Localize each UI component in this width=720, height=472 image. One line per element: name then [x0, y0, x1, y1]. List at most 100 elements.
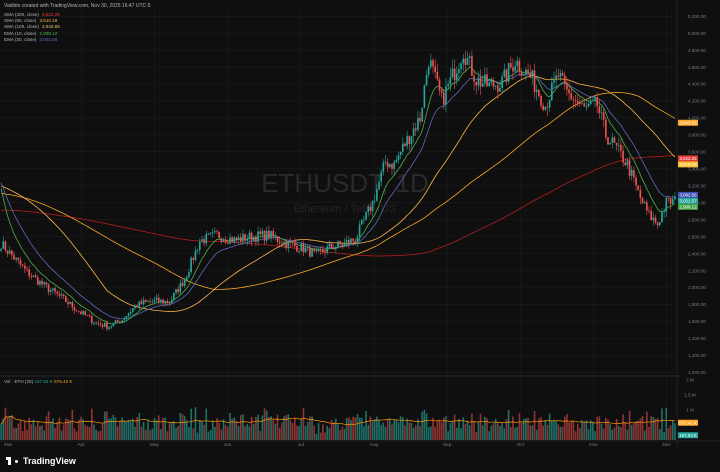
candle-body — [302, 243, 305, 253]
price-tick-label: 1,000.00 — [688, 370, 706, 375]
candle-body — [341, 244, 344, 246]
price-tick-label: 4,400.00 — [688, 82, 706, 87]
candle-body — [628, 160, 631, 176]
legend-row-sma50[interactable]: SMA (50, close) 3,510.18 — [4, 18, 58, 24]
volume-bar — [32, 419, 35, 440]
candle-body — [97, 322, 100, 324]
volume-bar — [164, 417, 167, 440]
volume-bar — [553, 419, 555, 440]
volume-bar — [443, 417, 445, 440]
volume-axis[interactable]: 2 M 1.5 M 1 M — [684, 378, 696, 413]
candle-body — [116, 320, 119, 322]
candle-body — [529, 73, 532, 78]
legend-row-ema10[interactable]: EMA (10, close) 2,998.12 — [4, 30, 58, 36]
time-tick-label: Jul — [298, 442, 304, 448]
price-label-text: 3,522.25 — [679, 156, 697, 161]
volume-bar — [624, 422, 627, 440]
volume-bar — [607, 419, 609, 440]
time-tick-label: Mar — [4, 442, 13, 448]
volume-bar — [436, 420, 439, 440]
volume-bar — [497, 423, 499, 440]
legend-row-ema20[interactable]: EMA (20, close) 3,092.56 — [4, 36, 58, 42]
volume-bar — [97, 431, 100, 440]
candle-body — [401, 143, 404, 152]
volume-bar — [276, 414, 279, 440]
candle-body — [404, 143, 406, 147]
volume-bar — [188, 427, 190, 440]
volume-bars — [0, 407, 676, 440]
legend-value: 3,943.65 — [41, 24, 60, 30]
volume-bar — [406, 418, 408, 440]
candle-body — [669, 198, 672, 204]
candle-body — [15, 257, 18, 260]
volume-bar — [73, 428, 76, 440]
candle-body — [138, 301, 141, 308]
candle-body — [335, 246, 337, 250]
time-tick-label: Jun — [224, 442, 232, 448]
candle-body — [481, 83, 484, 87]
volume-bar — [315, 433, 318, 440]
candle-body — [71, 301, 74, 308]
candle-body — [471, 56, 473, 76]
candle-body — [222, 239, 225, 242]
candle-body — [326, 246, 329, 253]
candle-body — [250, 232, 253, 241]
volume-bar — [127, 419, 130, 440]
volume-bar — [637, 420, 640, 440]
volume-bar — [268, 417, 270, 440]
candle-body — [376, 189, 378, 201]
candle-body — [123, 318, 126, 321]
volume-bar — [615, 418, 618, 440]
price-tick-label: 2,200.00 — [688, 268, 706, 273]
volume-bar — [144, 429, 147, 440]
candle-body — [393, 162, 395, 169]
candle-body — [363, 219, 365, 221]
candle-body — [399, 151, 402, 156]
volume-bar — [622, 414, 624, 440]
legend-row-sma200[interactable]: SMA (200, close) 3,522.25 — [4, 12, 60, 17]
time-axis[interactable]: Mar Apr May Jun Jul Aug Sep Oct Nov Dec — [0, 440, 720, 448]
volume-bar — [110, 418, 113, 440]
volume-bar — [239, 415, 242, 440]
candle-body — [43, 282, 46, 285]
candle-body — [285, 241, 287, 249]
volume-bar — [65, 418, 67, 440]
volume-bar — [205, 408, 208, 440]
candle-body — [224, 239, 227, 243]
candle-body — [369, 206, 372, 212]
candle-body — [654, 217, 657, 223]
legend-row-sma100[interactable]: SMA (100, close) 3,943.65 — [4, 24, 60, 30]
volume-bar — [41, 425, 43, 440]
candle-body — [613, 137, 616, 143]
volume-bar — [90, 408, 93, 440]
candle-body — [473, 75, 475, 82]
volume-bar — [559, 427, 562, 440]
candle-body — [129, 311, 132, 314]
volume-bar — [589, 420, 592, 440]
volume-bar — [423, 409, 426, 440]
price-tick-label: 2,800.00 — [688, 217, 706, 222]
volume-bar — [142, 421, 145, 440]
candle-body — [99, 323, 102, 325]
volume-bar — [404, 425, 406, 440]
candle-body — [617, 144, 620, 146]
candle-body — [602, 112, 605, 120]
candle-body — [309, 246, 311, 257]
volume-label-text: 575.42 K — [679, 420, 697, 425]
volume-bar — [119, 421, 121, 440]
sma200-path — [1, 154, 675, 257]
candle-body — [160, 299, 162, 303]
candle-body — [265, 230, 268, 241]
volume-legend[interactable]: Vol · ETH (20) 157.53 K 575.42 K — [4, 379, 73, 384]
volume-bar — [462, 417, 465, 440]
tradingview-logo[interactable]: TradingView — [6, 456, 76, 466]
volume-bar — [581, 420, 583, 440]
candle-body — [26, 268, 28, 270]
candles — [0, 50, 676, 331]
candle-body — [579, 103, 581, 105]
candle-body — [291, 242, 294, 244]
candle-body — [589, 100, 592, 105]
volume-bar — [255, 416, 257, 440]
candle-body — [492, 80, 495, 87]
